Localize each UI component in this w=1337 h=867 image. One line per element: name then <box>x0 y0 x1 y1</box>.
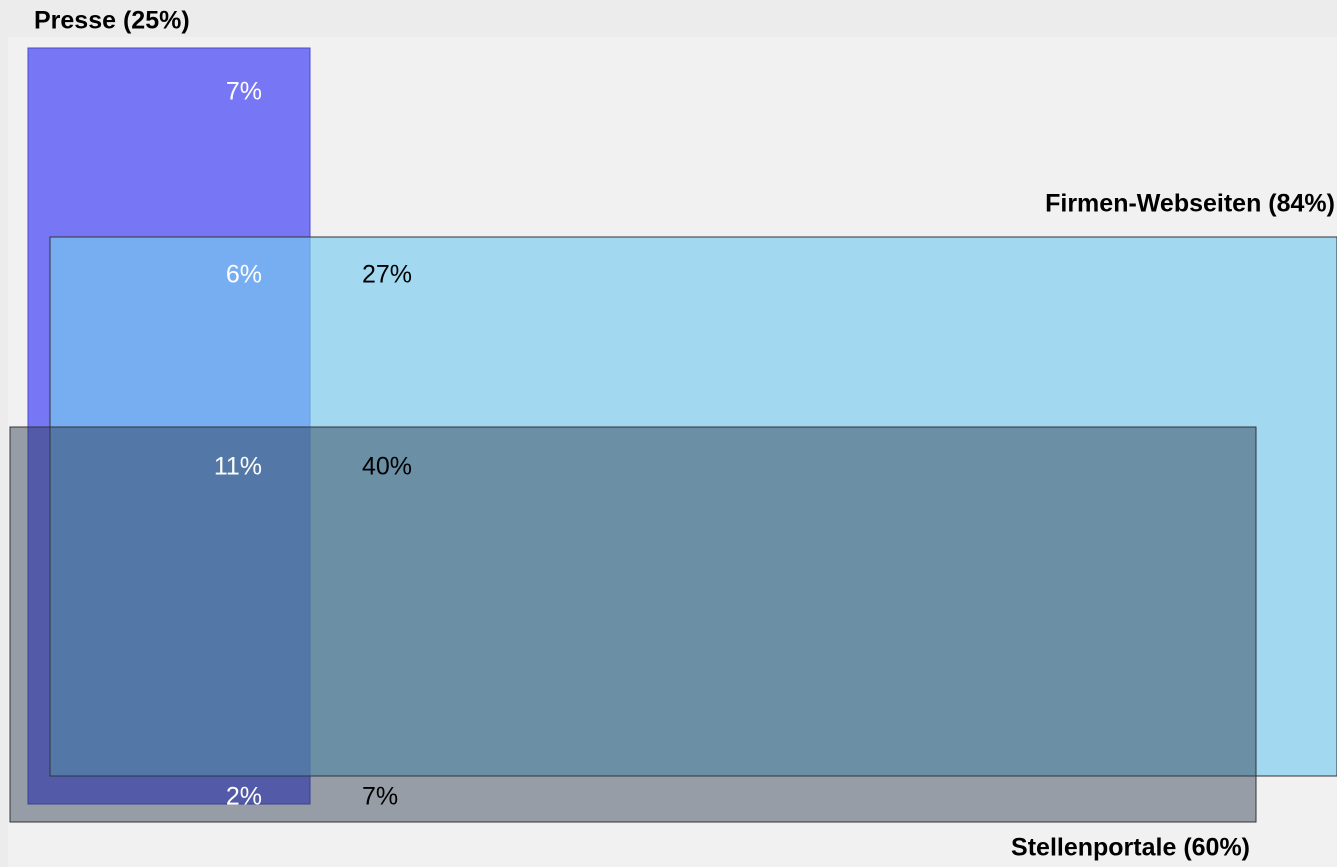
region-label: 7% <box>226 78 262 106</box>
set-label: Firmen-Webseiten (84%) <box>1045 190 1335 218</box>
set-firmen-webseiten <box>49 236 1337 777</box>
set-stellenportale <box>9 426 1257 823</box>
set-label: Stellenportale (60%) <box>1011 834 1250 862</box>
set-label: Presse (25%) <box>34 7 190 35</box>
region-label: 6% <box>226 261 262 289</box>
region-label: 7% <box>362 783 398 811</box>
region-label: 40% <box>362 453 412 481</box>
region-label: 27% <box>362 261 412 289</box>
region-label: 2% <box>226 783 262 811</box>
region-label: 11% <box>214 453 262 481</box>
